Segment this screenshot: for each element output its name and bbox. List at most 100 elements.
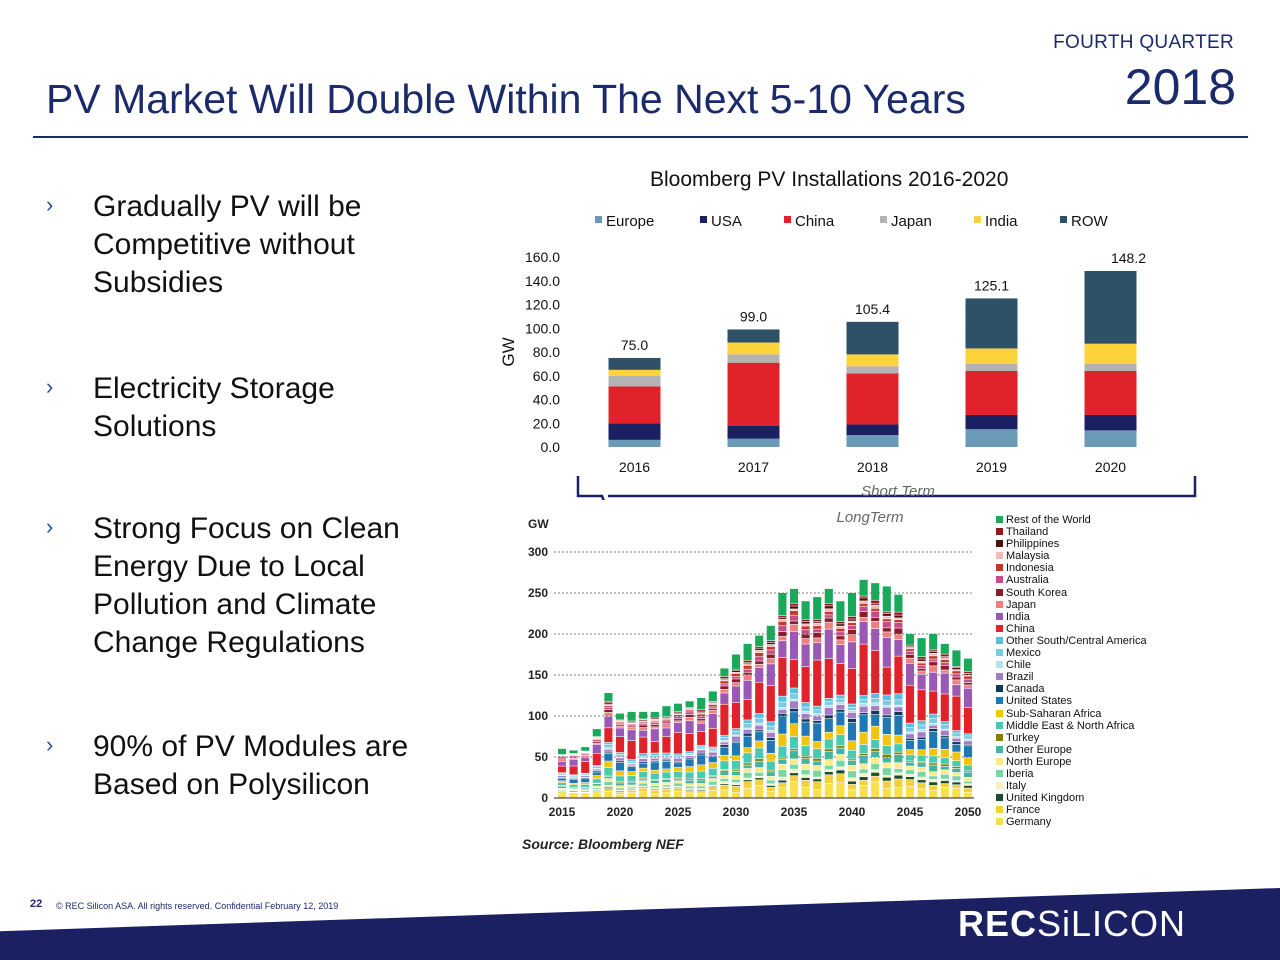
bar-segment bbox=[824, 618, 833, 622]
bar-segment bbox=[801, 775, 810, 778]
bar-segment bbox=[789, 694, 799, 699]
bar-segment bbox=[917, 780, 926, 783]
legend-swatch bbox=[996, 576, 1003, 584]
bar-segment bbox=[766, 776, 775, 780]
legend-item: Sub-Saharan Africa bbox=[996, 708, 1196, 720]
bar-segment bbox=[778, 616, 787, 618]
bar-segment bbox=[801, 626, 810, 630]
bar-segment bbox=[789, 611, 799, 615]
legend-label: Turkey bbox=[1006, 731, 1040, 744]
legend-label: China bbox=[795, 213, 835, 230]
bar-segment bbox=[952, 780, 961, 782]
bar-segment bbox=[905, 779, 915, 787]
bar-segment bbox=[708, 728, 717, 747]
legend-swatch bbox=[996, 818, 1003, 826]
bar-segment bbox=[824, 739, 833, 749]
bar-segment bbox=[801, 630, 810, 634]
bar-segment bbox=[963, 679, 973, 683]
legend-swatch bbox=[996, 636, 1003, 644]
bar-segment bbox=[720, 735, 729, 738]
logo-text-bold: REC bbox=[958, 903, 1038, 944]
bar-segment bbox=[697, 771, 706, 779]
bar-segment bbox=[917, 783, 926, 789]
bar-segment bbox=[650, 755, 659, 757]
bar-segment bbox=[1084, 414, 1137, 431]
bar-segment bbox=[940, 663, 949, 666]
bar-segment bbox=[871, 703, 880, 706]
bar-segment bbox=[836, 748, 845, 755]
bar-segment bbox=[662, 758, 671, 760]
bar-segment bbox=[766, 664, 775, 686]
bar-segment bbox=[592, 740, 601, 742]
bar-segment bbox=[847, 635, 857, 642]
bar-segment bbox=[581, 774, 590, 776]
bar-segment bbox=[697, 780, 706, 784]
bar-segment bbox=[882, 667, 891, 695]
bar-segment bbox=[882, 612, 891, 614]
bar-segment bbox=[604, 693, 613, 702]
bar-segment bbox=[813, 749, 822, 759]
bar-segment bbox=[608, 375, 661, 387]
bar-segment bbox=[743, 665, 752, 669]
bar-segment bbox=[894, 694, 903, 700]
legend-item: Canada bbox=[996, 683, 1196, 695]
bar-segment bbox=[905, 651, 915, 655]
bar-segment bbox=[727, 342, 780, 355]
bar-segment bbox=[778, 702, 787, 708]
bar-segment bbox=[581, 755, 590, 758]
bar-segment bbox=[871, 776, 880, 782]
legend-item: Rest of the World bbox=[996, 514, 1196, 526]
y-tick-label: 100.0 bbox=[525, 320, 560, 336]
bar-segment bbox=[929, 725, 938, 729]
bar-segment bbox=[650, 753, 659, 756]
bar-segment bbox=[708, 691, 717, 702]
legend-swatch bbox=[996, 588, 1003, 596]
bar-segment bbox=[813, 621, 822, 623]
bar-segment bbox=[604, 707, 613, 710]
bar-segment bbox=[627, 726, 636, 728]
copyright-notice: © REC Silicon ASA. All rights reserved. … bbox=[56, 901, 339, 911]
bar-segment bbox=[801, 707, 810, 712]
bar-segment bbox=[789, 603, 799, 606]
bar-segment bbox=[708, 762, 717, 768]
bar-segment bbox=[778, 758, 787, 760]
bar-segment bbox=[650, 721, 659, 723]
x-tick-label: 2040 bbox=[839, 805, 866, 819]
bar-segment bbox=[894, 775, 903, 779]
bar-segment bbox=[940, 670, 949, 673]
bar-segment bbox=[708, 755, 717, 757]
bar-segment bbox=[917, 767, 926, 772]
bar-segment bbox=[755, 667, 764, 682]
bar-segment bbox=[731, 779, 741, 783]
bar-segment bbox=[639, 758, 648, 762]
bar-segment bbox=[789, 588, 799, 604]
bar-segment bbox=[615, 786, 625, 788]
bar-segment bbox=[766, 658, 775, 664]
bar-segment bbox=[592, 789, 601, 790]
bar-segment bbox=[952, 768, 961, 773]
bar-segment bbox=[755, 664, 764, 668]
bar-segment bbox=[592, 743, 601, 745]
legend-item: Japan bbox=[996, 599, 1196, 611]
bar-segment bbox=[673, 721, 683, 723]
bar-segment bbox=[581, 757, 590, 762]
bar-segment bbox=[952, 671, 961, 674]
legend-item: Middle East & North Africa bbox=[996, 720, 1196, 732]
bar-segment bbox=[697, 786, 706, 789]
bar-segment bbox=[801, 619, 810, 622]
bar-segment bbox=[836, 754, 845, 761]
bar-segment bbox=[917, 761, 926, 763]
bar-segment bbox=[813, 626, 822, 629]
bar-segment bbox=[847, 765, 857, 771]
bar-segment bbox=[894, 711, 903, 716]
bar-segment bbox=[836, 702, 845, 705]
bullet-line: Energy Due to Local bbox=[93, 550, 365, 583]
legend-swatch bbox=[996, 612, 1003, 620]
bar-segment bbox=[755, 661, 764, 664]
bar-segment bbox=[766, 785, 775, 788]
bar-segment bbox=[871, 628, 880, 651]
legend-label: United States bbox=[1006, 695, 1073, 708]
bar-segment bbox=[813, 638, 822, 643]
bar-segment bbox=[801, 711, 810, 714]
bar-segment bbox=[847, 760, 857, 766]
